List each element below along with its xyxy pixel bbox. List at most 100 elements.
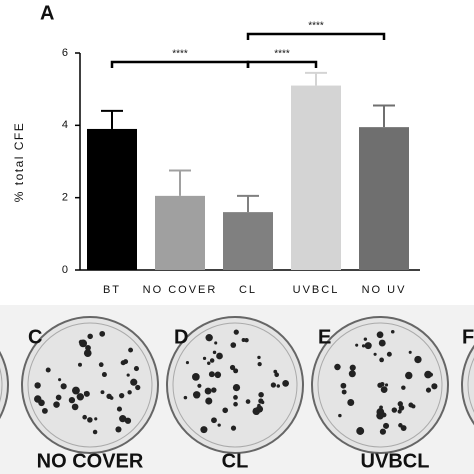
colony [214, 371, 222, 379]
colony [72, 386, 80, 395]
y-tick-label: 6 [62, 47, 68, 59]
colony [383, 422, 390, 429]
colony [34, 382, 41, 389]
colony [232, 383, 241, 392]
colony [71, 403, 79, 411]
colony [364, 342, 372, 350]
colony [347, 399, 355, 406]
petri-dish-rim [317, 322, 443, 448]
colony [410, 404, 414, 408]
petri-dish-rim [0, 367, 3, 403]
bar [359, 127, 409, 271]
x-tick-label: CL [239, 284, 257, 296]
colony [133, 366, 139, 372]
colony [76, 393, 85, 401]
colony [192, 391, 201, 399]
colony [230, 342, 237, 348]
colony [379, 357, 384, 363]
colony [270, 382, 277, 388]
colony [204, 387, 212, 395]
colony [380, 386, 388, 393]
colony [109, 396, 114, 400]
colony [397, 409, 402, 414]
colony [216, 352, 223, 360]
colony [408, 350, 412, 354]
colony [233, 329, 239, 335]
y-axis-label: % total CFE [12, 122, 26, 203]
colony [428, 372, 434, 377]
colony [276, 384, 281, 388]
petri-dish-rim [467, 357, 474, 413]
colony [361, 344, 366, 348]
colony [118, 393, 125, 399]
photo-panel-label: F [462, 326, 474, 348]
colony [119, 415, 127, 423]
colony [58, 378, 62, 382]
colony [273, 369, 278, 374]
colony [127, 390, 132, 395]
colony [274, 372, 280, 378]
colony [116, 406, 122, 412]
colony [252, 407, 261, 416]
colony [257, 362, 262, 367]
colony [424, 370, 432, 379]
colony [217, 423, 221, 427]
photo-strip: C NO COVER D CL E UVBCL F [0, 305, 474, 474]
colony [401, 385, 406, 390]
colony [41, 407, 48, 414]
colony [123, 359, 129, 365]
colony [257, 403, 261, 408]
colony [82, 414, 87, 420]
colony [185, 361, 189, 365]
colony [55, 394, 62, 401]
colony [60, 383, 67, 390]
colony [79, 339, 88, 348]
photo-panel-label: E [318, 326, 331, 348]
colony [334, 363, 341, 371]
colony [379, 405, 383, 410]
colony [431, 383, 438, 390]
colony [363, 337, 368, 341]
colony [376, 331, 384, 339]
colony [376, 411, 384, 420]
colony [207, 361, 211, 365]
colony [211, 387, 217, 393]
colony [101, 372, 107, 378]
significance-label: **** [172, 49, 188, 60]
colony [202, 356, 207, 361]
colony [258, 391, 264, 398]
colony [229, 364, 236, 371]
colony [349, 364, 356, 371]
photo-panel-label: C [28, 326, 42, 348]
panel-label: A [40, 2, 54, 24]
colony [233, 368, 239, 374]
colony [200, 426, 208, 434]
y-tick-label: 0 [62, 264, 68, 276]
colony [77, 362, 82, 367]
colony [341, 389, 347, 395]
photo-caption: UVBCL [361, 450, 430, 472]
colony [348, 370, 356, 378]
colony [87, 333, 93, 340]
colony [222, 407, 229, 414]
petri-dish-rim [172, 322, 298, 448]
colony [208, 371, 215, 378]
colony [378, 339, 386, 347]
colony [338, 413, 342, 418]
colony [211, 417, 217, 424]
colony [373, 352, 377, 356]
colony [425, 387, 432, 393]
colony [100, 390, 105, 395]
significance-bracket [246, 32, 386, 40]
photo-caption: CL [222, 450, 249, 472]
colony [398, 423, 403, 428]
colony [244, 338, 249, 343]
significance-bracket [110, 60, 250, 68]
y-tick-label: 4 [62, 119, 68, 131]
colony [115, 426, 122, 433]
y-tick-label: 2 [62, 192, 68, 204]
bar [223, 212, 273, 270]
colony [205, 333, 213, 342]
colony [83, 391, 88, 395]
